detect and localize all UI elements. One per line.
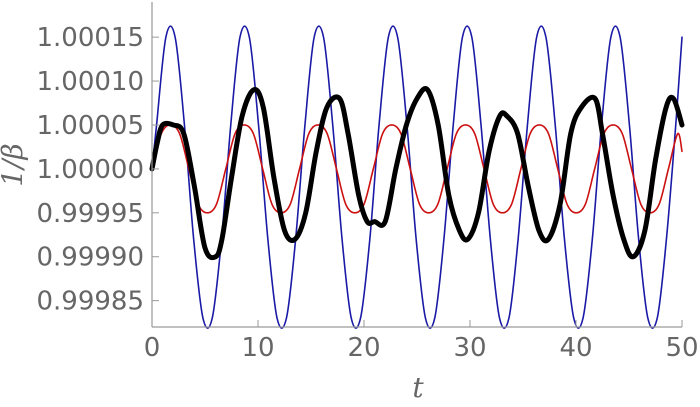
y-tick-label: 1.00005 [36, 111, 144, 141]
x-tick-label: 40 [559, 333, 592, 363]
series-layer [149, 25, 685, 329]
series-line-0 [151, 25, 683, 329]
y-tick-label: 1.00010 [36, 67, 144, 97]
y-axis-title: 1/β [0, 143, 29, 186]
y-tick-label: 1.00000 [36, 155, 144, 185]
x-tick-label: 30 [453, 333, 486, 363]
y-tick-label: 0.99985 [36, 287, 144, 317]
series-line-2 [149, 86, 685, 261]
x-tick-label: 20 [347, 333, 380, 363]
axes-layer [151, 2, 682, 328]
x-axis-title: t [412, 371, 424, 404]
ticks-layer: 0 10 20 30 40 50 0.99985 0.99990 0.99995 1.00000 1… [36, 23, 698, 363]
y-tick-label: 0.99995 [36, 199, 144, 229]
x-tick-label: 0 [144, 333, 161, 363]
y-tick-label: 0.99990 [36, 243, 144, 273]
x-tick-label: 50 [665, 333, 698, 363]
y-tick-label: 1.00015 [36, 23, 144, 53]
x-tick-label: 10 [241, 333, 274, 363]
